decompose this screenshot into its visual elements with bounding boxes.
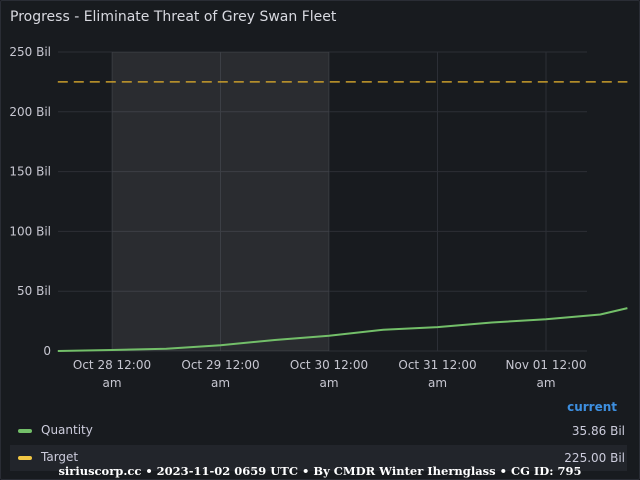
y-tick-label: 150 Bil: [9, 165, 51, 179]
y-tick-label: 100 Bil: [9, 224, 51, 238]
panel-title[interactable]: Progress - Eliminate Threat of Grey Swan…: [10, 9, 337, 25]
x-tick-label: Oct 31 12:00 am: [398, 358, 476, 390]
progress-chart: 250 Bil 200 Bil 150 Bil 100 Bil 50 Bil 0 Oct …: [9, 45, 628, 390]
y-tick-label: 200 Bil: [9, 105, 51, 119]
x-tick-label: Oct 29 12:00 am: [181, 358, 259, 390]
quantity-series-line[interactable]: [57, 307, 628, 352]
legend-item-value: 225.00 Bil: [564, 451, 625, 465]
legend-item-target[interactable]: Target 225.00 Bil: [10, 445, 627, 471]
quantity-color-swatch: [18, 429, 32, 433]
footer-credit: siriuscorp.cc • 2023-11-02 0659 UTC • By…: [58, 464, 582, 478]
x-tick-label: Nov 01 12:00 am: [506, 358, 587, 390]
y-tick-label: 0: [43, 344, 51, 358]
legend-item-quantity[interactable]: Quantity 35.86 Bil: [10, 418, 627, 444]
legend-current-header[interactable]: current: [567, 400, 617, 414]
target-color-swatch: [18, 456, 32, 460]
y-tick-label: 250 Bil: [9, 45, 51, 59]
x-tick-label: Oct 30 12:00 am: [290, 358, 368, 390]
x-tick-label: Oct 28 12:00 am: [73, 358, 151, 390]
legend-item-label: Quantity: [41, 423, 93, 437]
legend-item-label: Target: [41, 450, 79, 464]
y-tick-label: 50 Bil: [17, 284, 51, 298]
legend-item-value: 35.86 Bil: [571, 424, 625, 438]
shaded-time-range: [112, 52, 329, 351]
